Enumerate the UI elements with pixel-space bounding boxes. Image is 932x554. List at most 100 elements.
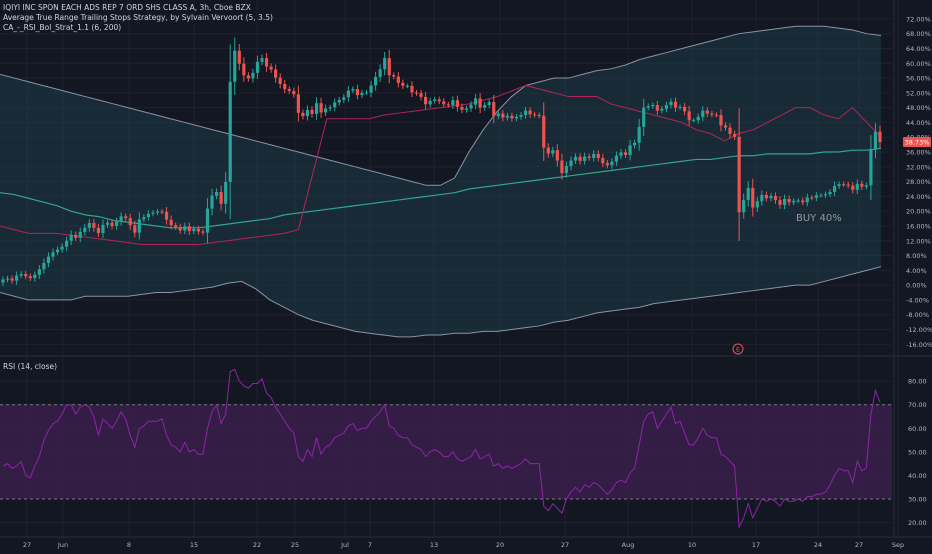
time-tick-label: Aug (622, 541, 635, 549)
rsi-line (2, 368, 881, 530)
candle (851, 182, 855, 194)
candle-body (569, 160, 573, 167)
price-tick-label: -16.00% (906, 341, 932, 349)
time-tick-label: 17 (752, 541, 760, 549)
candle-body (251, 72, 255, 79)
candle (805, 193, 809, 207)
candle-body (646, 106, 650, 108)
candle (101, 219, 105, 239)
candle (5, 275, 10, 283)
candle-body (278, 77, 282, 84)
candle-body (651, 105, 655, 107)
candle-body (342, 97, 346, 100)
candle (328, 104, 332, 111)
candle-body (414, 92, 419, 94)
candle-body (869, 149, 873, 186)
candle (164, 206, 169, 225)
price-tick-label: 36.00% (906, 149, 931, 157)
rsi-bol-strategy-legend[interactable]: CA_-_RSI_Bol_Strat_1.1 (6, 200) (3, 23, 122, 32)
candle-body (101, 224, 105, 233)
candle (633, 139, 637, 149)
candle-body (737, 136, 741, 213)
candle-body (473, 98, 478, 105)
candle-body (528, 110, 532, 115)
candle-body (669, 101, 673, 106)
symbol-title[interactable]: IQIYI INC SPON EACH ADS REP 7 ORD SHS CL… (3, 3, 251, 12)
rsi-legend[interactable]: RSI (14, close) (3, 362, 58, 371)
candle (596, 150, 600, 162)
candle (428, 97, 432, 108)
candle-body (478, 98, 482, 108)
candle-body (751, 187, 755, 208)
candle (560, 153, 564, 180)
candle-body (787, 198, 791, 203)
candle-body (851, 185, 855, 190)
basis-line (0, 147, 882, 229)
candle-body (96, 227, 101, 233)
candle-body (237, 50, 241, 64)
candle (305, 105, 310, 121)
candle-body (274, 69, 278, 78)
candle (483, 101, 487, 111)
candle (723, 122, 728, 131)
candle-body (610, 161, 614, 166)
candle (369, 80, 373, 98)
candle (264, 52, 269, 72)
time-tick-label: Sep (892, 541, 904, 549)
candle (74, 231, 78, 242)
candle-body (728, 127, 732, 134)
candle (701, 106, 705, 122)
candle-body (832, 186, 837, 192)
candle (460, 103, 464, 114)
candle (519, 112, 523, 120)
candle (455, 95, 459, 112)
candle (778, 196, 782, 209)
bollinger-bands (0, 25, 882, 338)
candle-body (105, 222, 110, 225)
atr-strategy-legend[interactable]: Average True Range Trailing Stops Strate… (3, 13, 273, 22)
candle-body (128, 218, 132, 226)
candle-body (19, 274, 23, 276)
annotations: 38.73% BUY 40% E (732, 137, 931, 355)
candle (492, 94, 496, 124)
price-tick-label: 44.00% (906, 119, 931, 127)
candle (601, 153, 605, 168)
candle-body (33, 274, 37, 279)
candle (446, 101, 450, 108)
candle-body (692, 120, 696, 122)
candle (846, 181, 850, 189)
candle (19, 271, 23, 279)
candle (437, 96, 441, 105)
candle (678, 104, 682, 111)
candle-body (324, 108, 328, 113)
candle-body (374, 76, 378, 86)
candle-body (505, 115, 509, 118)
candle (60, 243, 64, 253)
candle (324, 104, 328, 117)
candle (183, 222, 187, 235)
candle (269, 63, 273, 73)
candle-body (205, 208, 210, 233)
candle-body (842, 184, 846, 186)
candle (92, 219, 96, 232)
candle (555, 144, 559, 167)
candle-body (428, 100, 432, 105)
candle (142, 214, 146, 223)
candle-body (115, 221, 119, 226)
candle (42, 258, 46, 274)
candle-body (546, 147, 550, 154)
candle (160, 209, 164, 215)
price-tick-label: 60.00% (906, 60, 931, 68)
price-tick-label: 52.00% (906, 89, 931, 97)
candle (15, 271, 19, 285)
candle (201, 228, 205, 236)
candle-body (155, 211, 160, 213)
candle-body (369, 85, 373, 93)
candle-body (346, 90, 350, 98)
candle-body (633, 142, 637, 146)
candle (174, 222, 178, 230)
candle-body (687, 111, 691, 121)
candle-body (10, 278, 14, 281)
